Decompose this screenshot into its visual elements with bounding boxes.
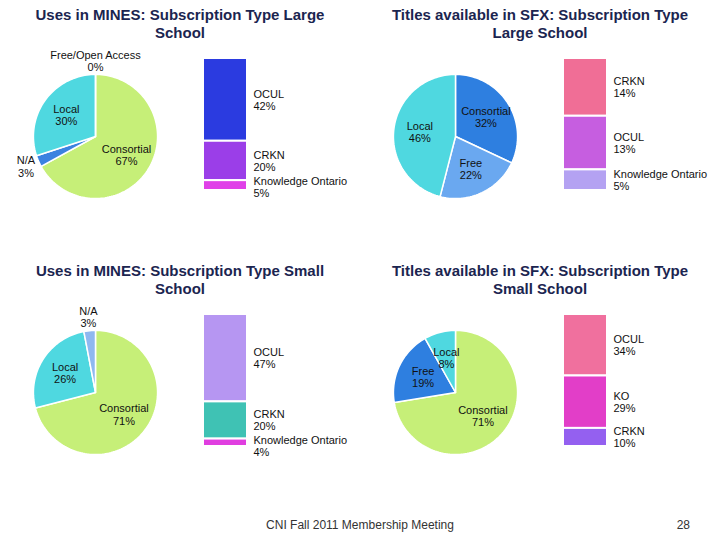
html-text:CNI Fall 2011 Membership Meeti: CNI Fall 2011 Membership Meeting	[266, 518, 454, 532]
html-text:Titles available in SFX: Subsc: Titles available in SFX: Subscription Ty…	[391, 262, 689, 297]
svg-text:Knowledge Ontario4%: Knowledge Ontario4%	[254, 434, 348, 458]
svg-text:OCUL13%: OCUL13%	[614, 131, 645, 155]
svg-text:N/A3%: N/A3%	[17, 154, 36, 178]
svg-text:CRKN10%: CRKN10%	[614, 425, 645, 449]
html-text:Titles available in SFX: Subsc: Titles available in SFX: Subscription Ty…	[391, 6, 689, 41]
html-text:Uses in MINES: Subscription Ty: Uses in MINES: Subscription Type Small S…	[35, 262, 325, 297]
svg-text:CRKN14%: CRKN14%	[614, 75, 645, 99]
svg-text:KO29%: KO29%	[614, 390, 636, 414]
html-text:28: 28	[676, 518, 690, 532]
svg-text:Local46%: Local46%	[407, 120, 433, 144]
svg-text:OCUL34%: OCUL34%	[614, 333, 645, 357]
svg-text:Consortial67%: Consortial67%	[102, 143, 152, 167]
svg-text:Consortial71%: Consortial71%	[458, 404, 508, 428]
svg-text:Free22%: Free22%	[460, 157, 483, 181]
svg-text:Consortial71%: Consortial71%	[99, 402, 149, 426]
svg-text:Local30%: Local30%	[53, 103, 79, 127]
svg-text:CRKN20%: CRKN20%	[254, 149, 285, 173]
svg-text:OCUL42%: OCUL42%	[254, 88, 285, 112]
html-text:Uses in MINES: Subscription Ty: Uses in MINES: Subscription Type Large S…	[35, 6, 325, 41]
svg-text:Consortial32%: Consortial32%	[461, 105, 511, 129]
svg-text:OCUL47%: OCUL47%	[254, 346, 285, 370]
svg-text:Knowledge Ontario5%: Knowledge Ontario5%	[254, 175, 348, 199]
svg-text:N/A3%: N/A3%	[79, 305, 98, 329]
svg-text:Local8%: Local8%	[433, 345, 459, 369]
svg-text:Free19%: Free19%	[412, 365, 435, 389]
svg-text:Local26%: Local26%	[52, 361, 78, 385]
svg-text:Free/Open Access0%: Free/Open Access0%	[50, 49, 141, 73]
svg-text:CRKN20%: CRKN20%	[254, 408, 285, 432]
svg-text:Knowledge Ontario5%: Knowledge Ontario5%	[614, 168, 708, 192]
